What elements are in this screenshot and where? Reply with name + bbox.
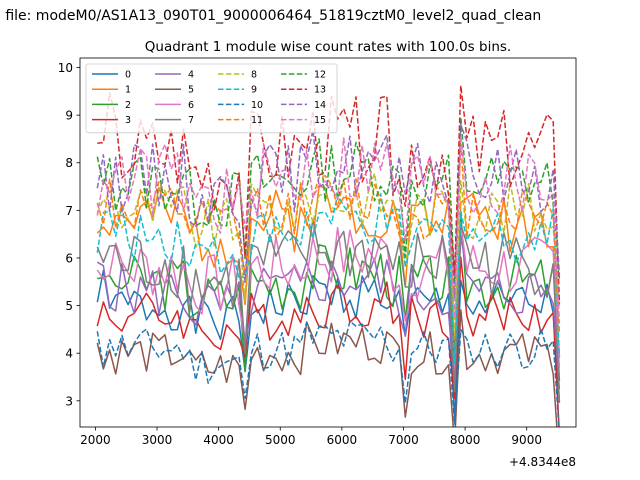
legend-label: 7 (188, 115, 194, 126)
legend-label: 11 (251, 115, 263, 126)
series-line-7 (96, 218, 561, 403)
legend-label: 5 (188, 85, 194, 96)
legend-label: 12 (314, 70, 326, 81)
legend-box (85, 63, 338, 134)
legend-label: 0 (125, 70, 131, 81)
series-line-15 (96, 135, 561, 324)
series-line-12 (96, 116, 561, 282)
legend-label: 15 (314, 115, 326, 126)
x-tick-label: 3000 (142, 433, 173, 447)
x-tick-label: 7000 (388, 433, 419, 447)
y-tick-label: 8 (65, 156, 73, 170)
y-tick-label: 4 (65, 347, 73, 361)
figure-suptitle: n file: modeM0/AS1A13_090T01_9000006464_… (0, 8, 541, 24)
series-line-4 (96, 234, 561, 390)
series-line-6 (96, 222, 561, 383)
y-tick-label: 6 (65, 251, 73, 265)
x-tick-label: 9000 (511, 433, 542, 447)
legend-label: 8 (251, 70, 257, 81)
x-tick-label: 6000 (327, 433, 358, 447)
y-tick-label: 3 (65, 394, 73, 408)
chart-title: Quadrant 1 module wise count rates with … (145, 39, 511, 55)
y-tick-label: 9 (65, 109, 73, 123)
series-line-0 (96, 269, 561, 421)
series-line-3 (96, 256, 560, 427)
series-line-11 (96, 142, 561, 333)
plot-frame (79, 57, 577, 428)
y-tick-label: 7 (65, 204, 73, 218)
legend-label: 2 (125, 100, 131, 111)
legend-label: 1 (125, 85, 131, 96)
legend-label: 6 (188, 100, 194, 111)
legend-label: 9 (251, 85, 257, 96)
series-line-13 (97, 84, 561, 304)
x-tick-label: 2000 (80, 433, 111, 447)
y-axis-ticks: 3 4 5 6 7 8 9 10 (58, 61, 80, 408)
y-tick-label: 5 (65, 299, 73, 313)
x-tick-label: 4000 (203, 433, 234, 447)
series-line-2 (97, 212, 561, 381)
x-offset-text: +4.8344e8 (509, 455, 576, 469)
series-line-9 (96, 193, 561, 366)
x-tick-label: 5000 (265, 433, 296, 447)
series-line-1 (96, 185, 561, 358)
x-tick-label: 8000 (450, 433, 481, 447)
series-line-10 (96, 320, 560, 427)
series-line-5 (96, 309, 558, 427)
legend-label: 10 (251, 100, 263, 111)
series-layer (96, 84, 561, 427)
legend-label: 4 (188, 70, 194, 81)
legend-label: 14 (314, 100, 326, 111)
legend-label: 3 (125, 115, 131, 126)
legend-label: 13 (314, 85, 326, 96)
series-line-14 (96, 123, 561, 299)
x-axis-ticks: 2000 3000 4000 5000 6000 7000 8000 9000 (80, 427, 542, 447)
y-tick-label: 10 (58, 61, 73, 75)
